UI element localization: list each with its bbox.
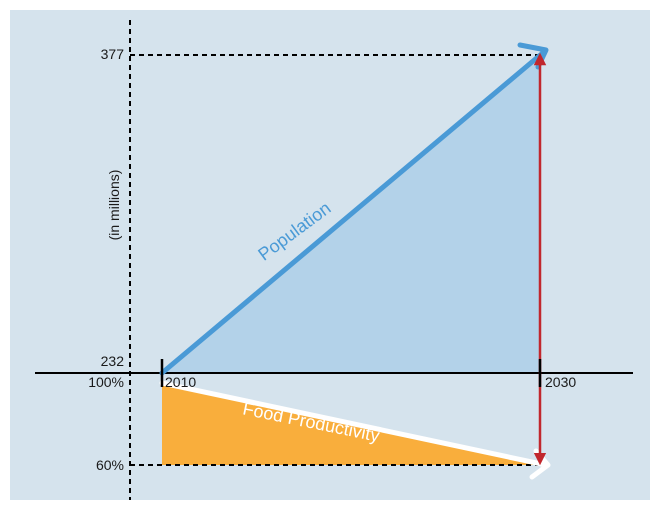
x-tick-label-end: 2030 — [545, 374, 576, 390]
y-axis-title: (in millions) — [106, 170, 122, 241]
y-tick-label-pop-min: 232 — [101, 353, 125, 369]
y-tick-label-prod-min: 60% — [96, 457, 124, 473]
x-tick-label-start: 2010 — [165, 374, 196, 390]
y-tick-label-prod-max: 100% — [88, 374, 124, 390]
y-tick-label-pop-max: 377 — [101, 46, 125, 62]
